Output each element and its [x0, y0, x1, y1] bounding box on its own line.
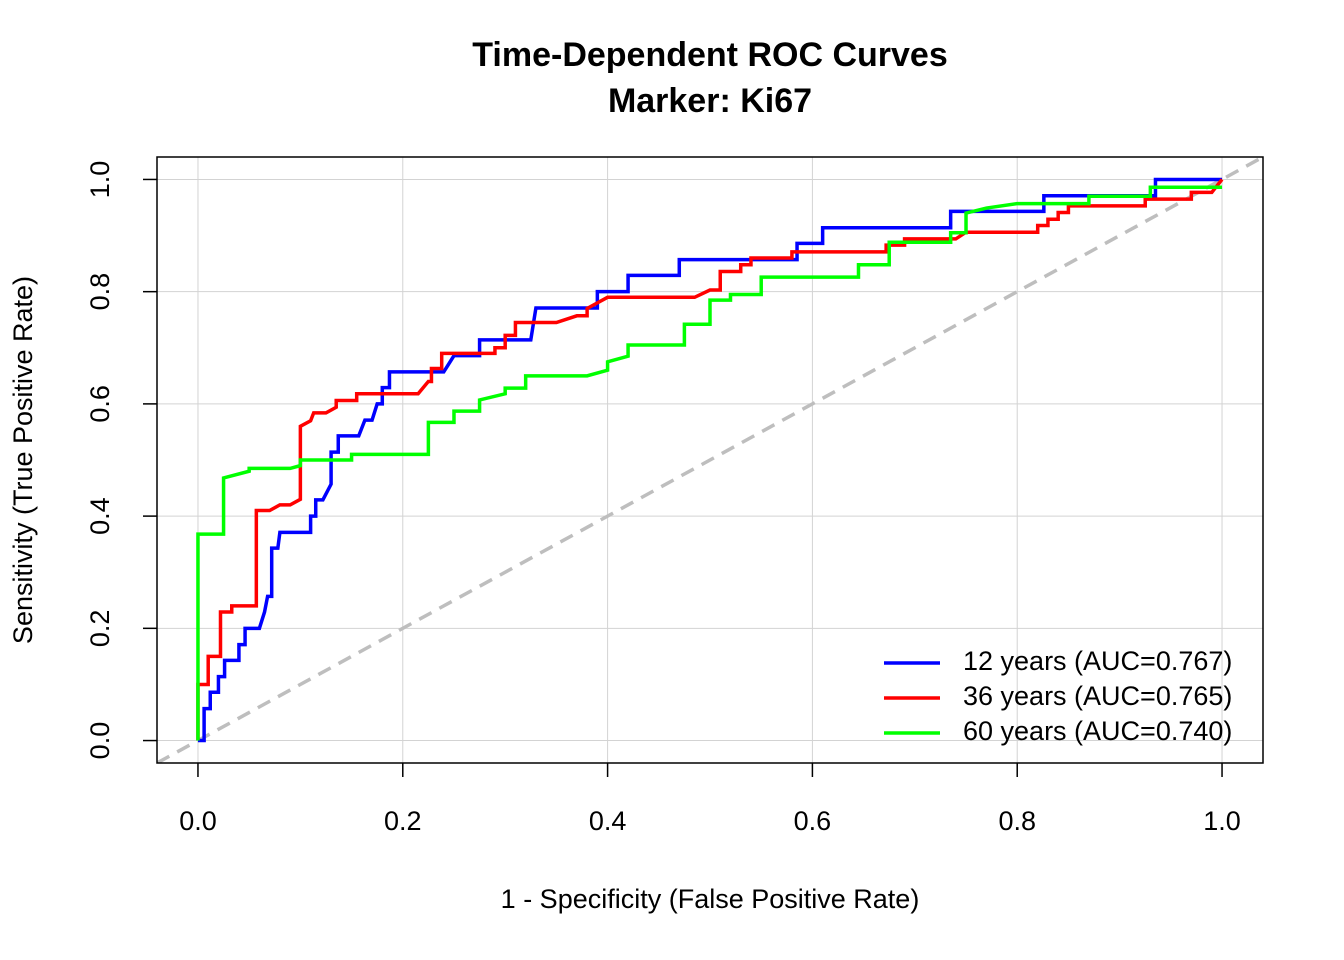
roc-curve: [196, 178, 1224, 741]
x-tick-label: 0.8: [998, 806, 1036, 836]
y-tick-label: 0.8: [85, 273, 115, 311]
plot-area: [157, 157, 1263, 763]
reference-line: [157, 157, 1263, 763]
y-tick-label: 0.2: [85, 610, 115, 648]
y-tick-label: 0.0: [85, 722, 115, 760]
x-tick-label: 0.0: [179, 806, 217, 836]
x-tick-label: 1.0: [1203, 806, 1241, 836]
chart-subtitle: Marker: Ki67: [608, 82, 812, 120]
roc-curve: [197, 177, 1223, 743]
roc-curve: [196, 185, 1223, 741]
y-tick-label: 0.6: [85, 385, 115, 423]
legend-label: 36 years (AUC=0.765): [963, 681, 1232, 711]
x-tick-label: 0.2: [384, 806, 422, 836]
plot-frame: [156, 156, 1264, 764]
y-axis-label: Sensitivity (True Positive Rate): [8, 276, 38, 644]
x-axis-label: 1 - Specificity (False Positive Rate): [501, 884, 920, 914]
x-tick-label: 0.4: [589, 806, 627, 836]
chart-title: Time-Dependent ROC Curves: [472, 36, 947, 74]
x-tick-label: 0.6: [794, 806, 832, 836]
y-tick-label: 1.0: [85, 161, 115, 199]
legend-label: 12 years (AUC=0.767): [963, 646, 1232, 676]
legend-label: 60 years (AUC=0.740): [963, 716, 1232, 746]
y-tick-label: 0.4: [85, 497, 115, 535]
